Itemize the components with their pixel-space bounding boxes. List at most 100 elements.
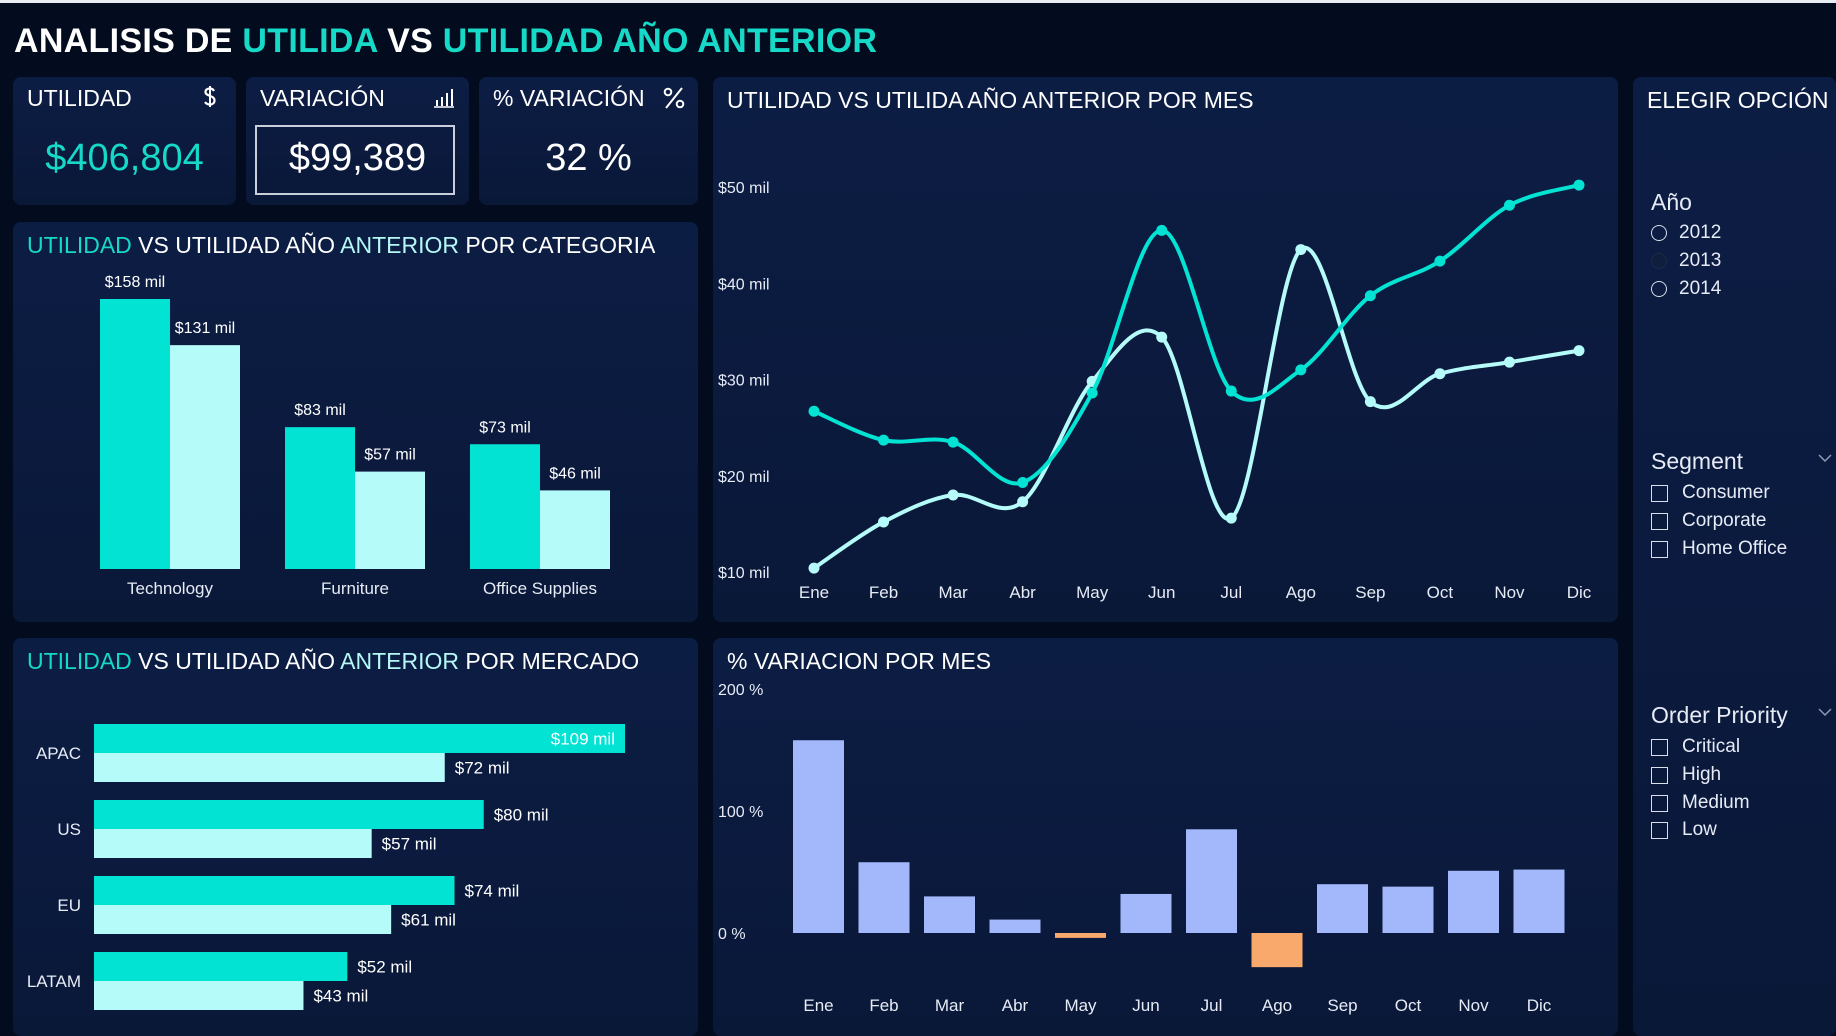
x-tick-label: Ago [1286, 583, 1316, 602]
checkbox[interactable] [1651, 738, 1668, 756]
year-slicer-title: Año [1651, 189, 1692, 215]
priority-slicer-title: Order Priority [1651, 702, 1788, 728]
x-tick-label: Nov [1494, 583, 1525, 602]
segment-slicer-title: Segment [1651, 448, 1744, 474]
line-point [1017, 496, 1029, 508]
checkbox[interactable] [1651, 766, 1668, 784]
categoria-title-part-3: ANTERIOR [340, 232, 459, 258]
segment-option-corporate[interactable]: Corporate [1651, 509, 1767, 533]
y-tick-label: 0 % [718, 926, 746, 943]
line-point [808, 405, 820, 417]
kpi-utilidad-card: UTILIDAD $406,804 [13, 77, 236, 205]
segment-option-label: Consumer [1682, 482, 1770, 503]
x-tick-label: Ene [799, 583, 829, 602]
line-point [947, 489, 959, 501]
bar-data-label: $52 mil [357, 958, 412, 977]
percent-icon [663, 87, 685, 109]
variation-bar [858, 862, 910, 933]
line-point [878, 434, 890, 446]
checkbox[interactable] [1651, 540, 1668, 558]
line-point [1503, 199, 1515, 211]
bar-data-label: $158 mil [105, 274, 165, 291]
priority-option-medium[interactable]: Medium [1651, 791, 1750, 815]
chevron-down-icon[interactable] [1818, 705, 1832, 719]
title-part-3: VS [377, 22, 443, 60]
title-part-4: UTILIDAD AÑO ANTERIOR [442, 22, 878, 60]
line-point [808, 562, 820, 574]
categoria-title-part-4: POR CATEGORIA [458, 232, 656, 258]
x-tick-label: Feb [869, 583, 898, 602]
kpi-pct-card: % VARIACIÓN 32 % [479, 77, 698, 205]
priority-option-high[interactable]: High [1651, 763, 1721, 787]
line-point [1156, 224, 1168, 236]
line-point [1017, 476, 1029, 488]
bar-data-label: $57 mil [382, 835, 437, 854]
bar-data-label: $131 mil [175, 320, 235, 337]
variation-bar [793, 740, 844, 933]
market-bar [94, 905, 392, 934]
x-tick-label: Feb [869, 996, 898, 1015]
priority-option-critical[interactable]: Critical [1651, 735, 1740, 759]
chevron-down-icon[interactable] [1818, 451, 1832, 465]
variation-bar [1513, 869, 1565, 933]
mercado-bar-chart: $109 mil $72 mil APAC $80 mil $57 mil US $74 m… [27, 724, 625, 1010]
x-tick-label: Nov [1458, 996, 1489, 1015]
variation-bar [1186, 829, 1237, 933]
market-bar [94, 724, 625, 753]
priority-option-low[interactable]: Low [1651, 818, 1717, 842]
variation-bar [924, 896, 975, 933]
x-tick-label: Jun [1148, 583, 1175, 602]
segment-option-consumer[interactable]: Consumer [1651, 481, 1770, 505]
radio-button-selected[interactable] [1651, 253, 1667, 269]
checkbox[interactable] [1651, 821, 1668, 839]
bar-data-label: $72 mil [455, 759, 510, 778]
line-point [878, 516, 890, 528]
checkbox[interactable] [1651, 512, 1668, 530]
categoria-chart-card: UTILIDAD VS UTILIDAD AÑO ANTERIOR POR CA… [13, 222, 698, 622]
kpi-pct-value: 32 % [545, 137, 632, 179]
kpi-variacion-value: $99,389 [288, 137, 427, 179]
line-point [1364, 396, 1376, 408]
mercado-chart-card: UTILIDAD VS UTILIDAD AÑO ANTERIOR POR ME… [13, 638, 698, 1036]
y-tick-label: 200 % [718, 682, 763, 699]
x-tick-label: Ene [803, 996, 833, 1015]
x-tick-label: Jul [1201, 996, 1223, 1015]
year-option-2012[interactable]: 2012 [1651, 221, 1721, 245]
y-tick-label: $20 mil [718, 469, 770, 486]
x-tick-label: Jul [1220, 583, 1242, 602]
market-tick-label: US [57, 820, 81, 839]
x-tick-label: Dic [1567, 583, 1592, 602]
variation-bar [1251, 933, 1303, 968]
line-point [1364, 290, 1376, 302]
line-point [947, 436, 959, 448]
year-option-2013[interactable]: 2013 [1651, 249, 1721, 273]
market-bar [94, 876, 455, 905]
mes-line-chart-title: UTILIDAD VS UTILIDA AÑO ANTERIOR POR MES [727, 87, 1254, 113]
market-bar [94, 829, 372, 858]
bar-chart-icon [434, 89, 454, 108]
mercado-title-part-2: VS UTILIDAD AÑO [131, 648, 341, 674]
kpi-variacion-value-box [255, 125, 455, 195]
segment-option-label: Home Office [1682, 538, 1788, 559]
line-point [1295, 244, 1307, 256]
categoria-title-part-2: VS UTILIDAD AÑO [131, 232, 341, 258]
checkbox[interactable] [1651, 484, 1668, 502]
line-point [1295, 364, 1307, 376]
kpi-variacion-label: VARIACIÓN [260, 85, 385, 111]
checkbox[interactable] [1651, 794, 1668, 812]
radio-button[interactable] [1651, 281, 1667, 297]
year-option-2014[interactable]: 2014 [1651, 277, 1721, 301]
market-tick-label: APAC [36, 744, 81, 763]
bar-data-label: $83 mil [294, 402, 346, 419]
title-part-1: ANALISIS DE [14, 22, 243, 60]
variation-bar [1448, 870, 1499, 933]
variation-bar [1317, 884, 1368, 933]
category-bar [540, 490, 610, 569]
category-bar [100, 299, 170, 569]
mes-line-chart-card: UTILIDAD VS UTILIDA AÑO ANTERIOR POR MES… [713, 77, 1618, 622]
category-bar [355, 471, 425, 569]
radio-button[interactable] [1651, 225, 1667, 241]
x-tick-label: Sep [1355, 583, 1385, 602]
segment-option-home-office[interactable]: Home Office [1651, 537, 1787, 561]
x-tick-label: May [1076, 583, 1109, 602]
